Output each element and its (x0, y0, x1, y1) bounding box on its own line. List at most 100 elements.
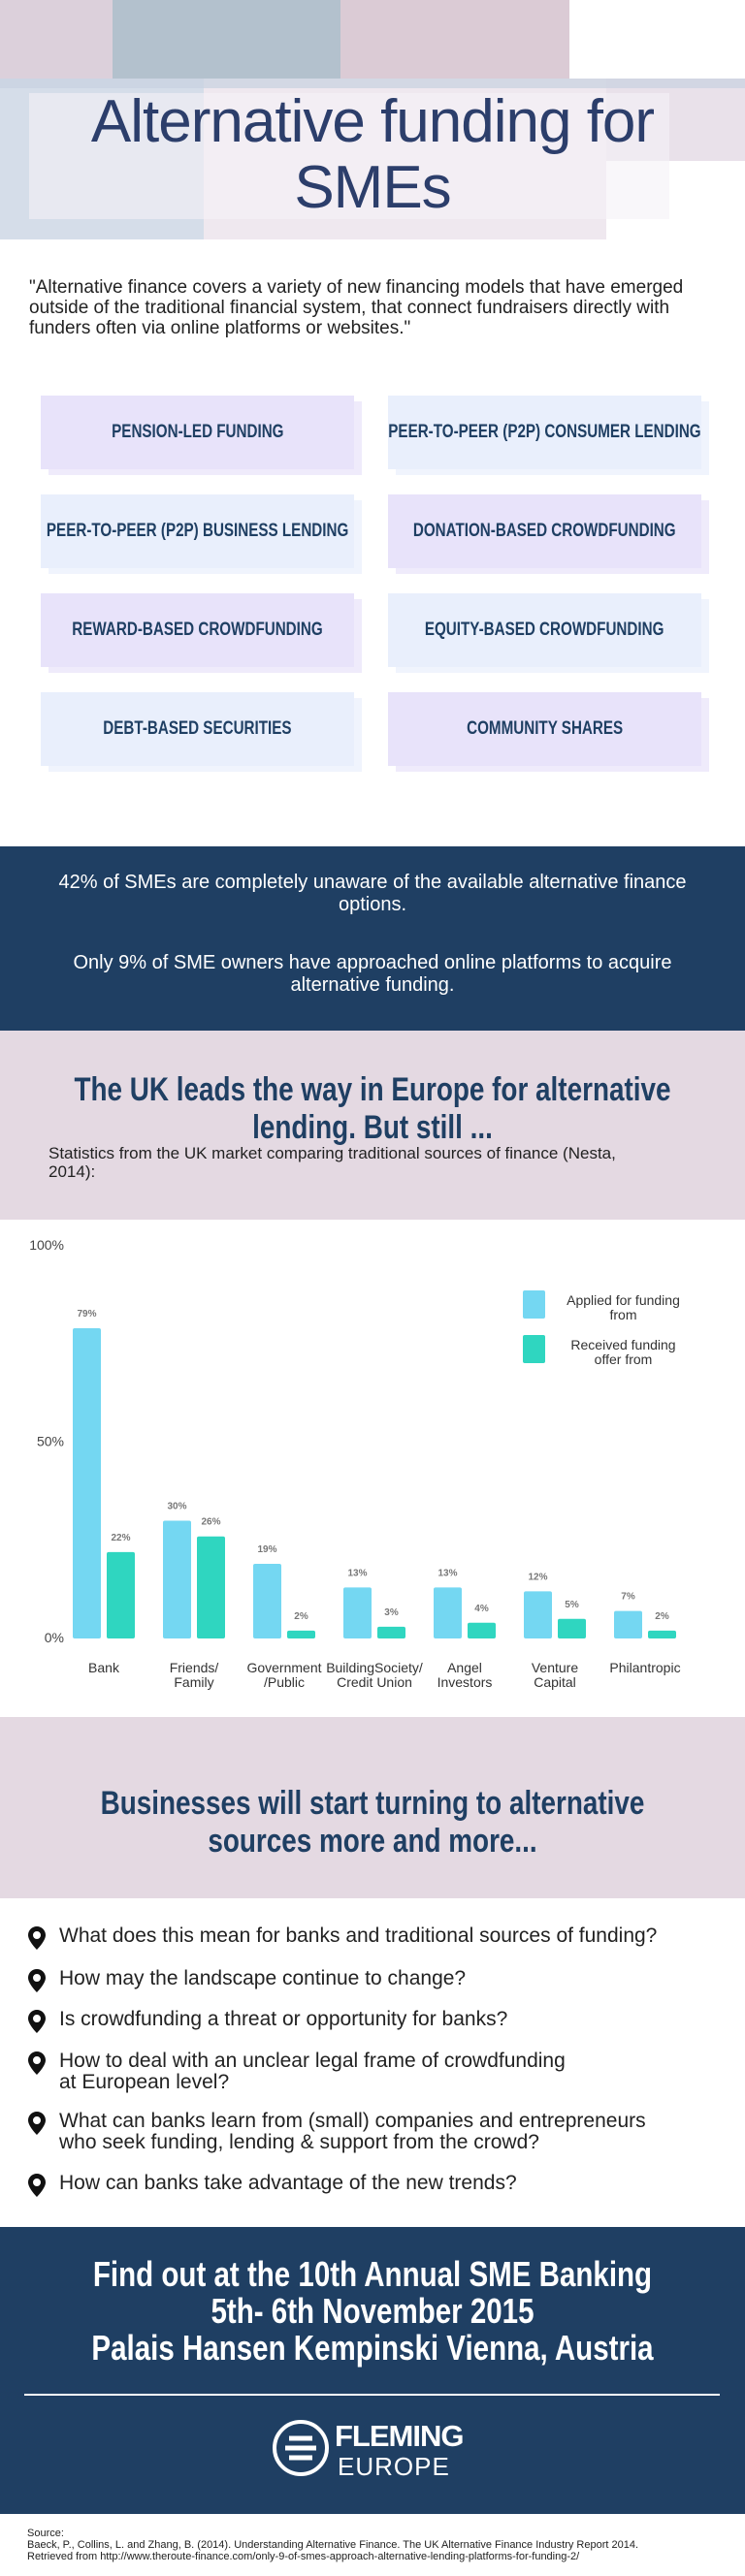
pin-icon (28, 2010, 46, 2033)
quote: "Alternative finance covers a variety of… (29, 277, 684, 338)
x-tick-label: BuildingSociety/ Credit Union (326, 1660, 423, 1690)
model-label: REWARD-BASED CROWDFUNDING (72, 620, 323, 640)
value-label: 3% (384, 1607, 399, 1618)
stats-band: 42% of SMEs are completely unaware of th… (0, 846, 745, 1031)
pin-shape (28, 1926, 46, 1950)
box-face: PEER-TO-PEER (P2P) BUSINESS LENDING (41, 494, 354, 568)
pin-shape (28, 2051, 46, 2075)
value-label: 4% (474, 1604, 489, 1614)
value-label: 5% (565, 1600, 579, 1610)
x-tick-label: Venture Capital (531, 1660, 579, 1690)
stat: Only 9% of SME owners have approached on… (73, 952, 672, 996)
question: What can banks learn from (small) compan… (59, 2110, 646, 2153)
value-label: 12% (528, 1572, 547, 1582)
question: What does this mean for banks and tradit… (59, 1924, 658, 1947)
box-face: DONATION-BASED CROWDFUNDING (388, 494, 701, 568)
bar (434, 1587, 462, 1638)
value-label: 7% (621, 1592, 635, 1603)
source-text: Baeck, P., Collins, L. and Zhang, B. (20… (27, 2539, 639, 2562)
event-line: Find out at the 10th Annual SME Banking (92, 2254, 653, 2294)
pin-icon (28, 1926, 46, 1950)
value-label: 79% (77, 1309, 96, 1320)
model-box: EQUITY-BASED CROWDFUNDING (388, 593, 709, 673)
model-box: PENSION-LED FUNDING (41, 396, 362, 475)
box-face: REWARD-BASED CROWDFUNDING (41, 593, 354, 667)
model-label: DONATION-BASED CROWDFUNDING (413, 521, 676, 541)
legend-label: Applied for funding from (567, 1292, 680, 1322)
trend-band: Businesses will start turning to alterna… (0, 1717, 745, 1898)
model-label: COMMUNITY SHARES (466, 718, 624, 739)
legend-swatch (523, 1335, 545, 1363)
bar (558, 1618, 586, 1638)
bar (343, 1587, 372, 1638)
bar (377, 1626, 405, 1638)
pin-icon (28, 1969, 46, 1992)
y-tick-label: 50% (37, 1434, 64, 1449)
model-label: PENSION-LED FUNDING (111, 422, 284, 442)
question: How to deal with an unclear legal frame … (59, 2050, 566, 2093)
bar (197, 1536, 225, 1638)
value-label: 2% (655, 1611, 669, 1622)
value-label: 30% (167, 1502, 186, 1512)
value-label: 19% (257, 1544, 276, 1555)
model-label: DEBT-BASED SECURITIES (103, 718, 292, 739)
model-box: REWARD-BASED CROWDFUNDING (41, 593, 362, 673)
value-label: 13% (347, 1568, 367, 1578)
pin-shape (28, 2112, 46, 2135)
trend-heading: Businesses will start turning to alterna… (100, 1785, 645, 1860)
bar (73, 1328, 101, 1638)
pin-shape (28, 2174, 46, 2197)
bar (287, 1630, 315, 1638)
y-tick-label: 100% (29, 1237, 64, 1253)
section-heading: The UK leads the way in Europe for alter… (74, 1071, 671, 1146)
model-label: EQUITY-BASED CROWDFUNDING (425, 620, 664, 640)
box-face: PEER-TO-PEER (P2P) CONSUMER LENDING (388, 396, 701, 469)
legend-label: Received funding offer from (570, 1337, 676, 1367)
value-label: 13% (437, 1568, 457, 1578)
event-line: Palais Hansen Kempinski Vienna, Austria (91, 2328, 654, 2368)
divider (24, 2394, 720, 2396)
bar (614, 1610, 642, 1638)
model-label: PEER-TO-PEER (P2P) BUSINESS LENDING (46, 521, 349, 541)
model-box: DEBT-BASED SECURITIES (41, 692, 362, 772)
chart: 0% 50% 100% 79% 22% 30% 26% 19% 2% 13% 3% 13% 4% 12% 5… (29, 1237, 676, 1645)
box-face: COMMUNITY SHARES (388, 692, 701, 766)
x-tick-label: Government /Public (246, 1660, 322, 1690)
value-label: 2% (294, 1611, 308, 1622)
legend-swatch (523, 1290, 545, 1319)
pin-shape (28, 2010, 46, 2033)
logo-name: FLEMING (335, 2419, 464, 2453)
bar (253, 1564, 281, 1638)
bar (107, 1551, 135, 1638)
box-face: DEBT-BASED SECURITIES (41, 692, 354, 766)
y-tick-label: 0% (45, 1630, 64, 1645)
x-tick-label: Philantropic (609, 1660, 681, 1675)
x-tick-label: Angel Investors (437, 1660, 493, 1690)
page-title: Alternative funding for SMEs (90, 88, 655, 221)
value-label: 22% (111, 1533, 130, 1543)
header-decoration (0, 0, 745, 239)
stat: 42% of SMEs are completely unaware of th… (58, 872, 687, 915)
model-box: PEER-TO-PEER (P2P) CONSUMER LENDING (388, 396, 709, 475)
model-box: COMMUNITY SHARES (388, 692, 709, 772)
question: How can banks take advantage of the new … (59, 2172, 517, 2194)
logo-icon (273, 2420, 329, 2476)
pin-icon (28, 2174, 46, 2197)
value-label: 26% (201, 1517, 220, 1528)
pin-shape (28, 1969, 46, 1992)
bar (468, 1622, 496, 1638)
section-band: The UK leads the way in Europe for alter… (0, 1031, 745, 1220)
question: How may the landscape continue to change… (59, 1967, 467, 1989)
bar (524, 1591, 552, 1638)
event-line: 5th- 6th November 2015 (211, 2291, 534, 2331)
box-face: EQUITY-BASED CROWDFUNDING (388, 593, 701, 667)
event-band: Find out at the 10th Annual SME Banking 5… (0, 2227, 745, 2514)
model-box: PEER-TO-PEER (P2P) BUSINESS LENDING (41, 494, 362, 574)
source-label: Source: (27, 2528, 64, 2539)
question: Is crowdfunding a threat or opportunity … (59, 2008, 508, 2030)
x-tick-label: Friends/ Family (169, 1660, 219, 1690)
chart-area: 0% 50% 100% 79% 22% 30% 26% 19% 2% 13% 3% 13% 4% 12% 5… (0, 1220, 745, 1717)
model-label: PEER-TO-PEER (P2P) CONSUMER LENDING (388, 422, 701, 442)
chart-subtitle: Statistics from the UK market comparing … (49, 1144, 616, 1181)
